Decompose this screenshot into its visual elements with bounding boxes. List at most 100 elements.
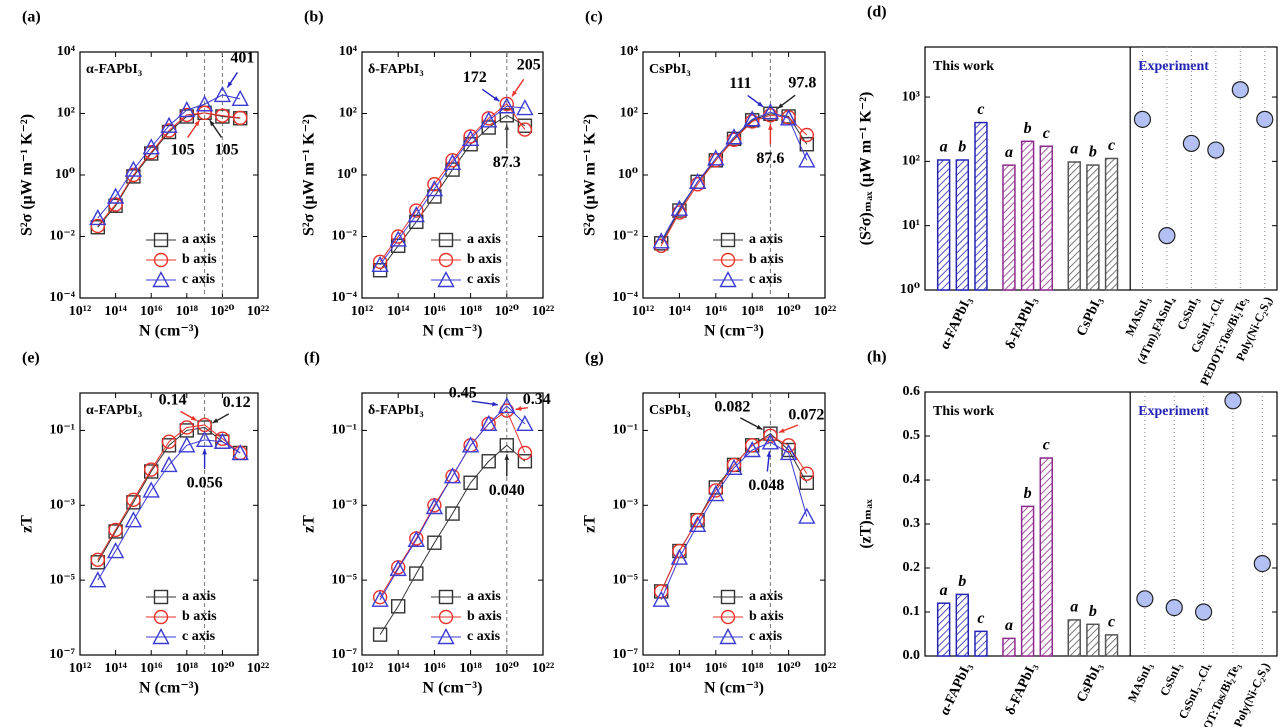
marker <box>781 442 796 458</box>
bar-label: b <box>1089 603 1097 620</box>
annotation-arrowhead <box>504 454 510 460</box>
marker <box>652 232 670 249</box>
bar <box>936 602 951 657</box>
marker <box>142 138 160 155</box>
experiment-label: CsSnI₃ <box>1157 660 1185 698</box>
bar <box>1039 457 1053 657</box>
panel-label: CsPbI₃ <box>649 62 691 77</box>
section-title: This work <box>933 404 994 419</box>
x-tick-label: 10¹² <box>632 661 654 676</box>
legend-marker <box>438 252 454 268</box>
bar-label: c <box>1043 437 1050 454</box>
y-tick-label: 10² <box>902 154 920 169</box>
marker <box>480 111 498 128</box>
y-tick-label: 0.2 <box>903 560 921 575</box>
y-tick-label: 10⁻² <box>331 229 357 244</box>
bar-label: b <box>958 573 966 590</box>
bar <box>1067 619 1081 657</box>
y-tick-label: 10⁻⁷ <box>49 647 75 662</box>
marker <box>480 414 498 432</box>
y-axis-label: S²σ (μW m⁻¹ K⁻²) <box>301 114 318 236</box>
bar-label: c <box>977 101 984 118</box>
marker <box>179 420 195 435</box>
marker <box>745 438 760 453</box>
bar <box>974 630 988 657</box>
x-tick-label: 10²⁰ <box>776 661 800 676</box>
legend-label: c axis <box>467 272 501 287</box>
x-tick-label: 10²² <box>247 661 269 676</box>
group-label: CsPbI₃ <box>1074 295 1105 339</box>
plot-frame <box>361 392 544 656</box>
marker <box>690 177 705 192</box>
marker <box>761 103 780 120</box>
y-tick-label: 10⁰ <box>337 167 357 182</box>
x-tick-label: 10¹⁴ <box>387 661 410 676</box>
marker <box>781 438 796 453</box>
marker <box>213 432 232 449</box>
panel-letter: (b) <box>304 9 324 26</box>
marker <box>161 434 177 449</box>
y-tick-label: 0.4 <box>903 472 921 487</box>
panel-letter: (g) <box>585 350 604 367</box>
marker <box>427 535 442 550</box>
legend-label: c axis <box>182 629 216 644</box>
marker <box>517 122 533 137</box>
marker <box>391 229 406 244</box>
marker <box>231 443 249 461</box>
bar-label: c <box>1043 125 1050 142</box>
annotation: 0.12 <box>223 394 251 411</box>
legend-label: a axis <box>182 589 216 604</box>
marker <box>761 433 780 450</box>
experiment-point <box>1253 554 1271 573</box>
x-tick-label: 10¹⁶ <box>705 304 727 319</box>
annotation: 205 <box>517 57 541 74</box>
experiment-point <box>1194 603 1213 621</box>
marker <box>427 189 442 204</box>
x-axis-label: N (cm⁻³) <box>704 323 764 340</box>
marker <box>743 110 761 127</box>
legend-marker <box>720 232 736 248</box>
legend-marker <box>153 252 169 268</box>
marker <box>425 498 444 515</box>
bar-label: c <box>1108 137 1115 154</box>
x-tick-label: 10¹⁶ <box>423 661 445 676</box>
y-tick-label: 10⁻³ <box>612 498 638 513</box>
series-line <box>97 112 241 227</box>
bar <box>974 121 988 291</box>
annotation-arrowhead <box>227 81 233 88</box>
bar-label: a <box>940 582 948 599</box>
panel-letter: (c) <box>585 9 603 26</box>
marker <box>371 590 389 607</box>
y-tick-label: 10⁻⁵ <box>49 572 75 587</box>
panel-label: δ-FAPbI₃ <box>368 62 424 77</box>
x-tick-label: 10¹⁸ <box>176 304 198 319</box>
group-label: CsPbI₃ <box>1074 661 1105 705</box>
series-line <box>660 114 808 246</box>
marker <box>143 462 159 477</box>
annotation: 105 <box>171 142 195 159</box>
bar-label: a <box>1070 141 1078 158</box>
x-tick-label: 10¹⁸ <box>176 661 198 676</box>
annotation: 0.34 <box>523 391 551 408</box>
bar <box>955 593 970 657</box>
marker <box>106 187 125 204</box>
panel-label: CsPbI₃ <box>649 403 691 418</box>
legend-label: b axis <box>749 609 784 624</box>
annotation: 0.072 <box>788 406 824 423</box>
x-tick-label: 10¹⁴ <box>104 304 127 319</box>
series-line <box>660 111 808 242</box>
legend-marker <box>438 589 454 605</box>
marker <box>90 552 106 567</box>
y-tick-label: 10⁻³ <box>49 498 75 513</box>
marker <box>708 153 723 168</box>
series-line <box>660 433 808 592</box>
y-axis-label: zT <box>582 515 599 533</box>
marker <box>106 542 125 559</box>
x-tick-label: 10¹⁴ <box>387 304 410 319</box>
annotation-arrowhead <box>202 448 207 455</box>
marker <box>708 483 723 498</box>
marker <box>516 414 534 432</box>
legend-marker <box>152 628 170 645</box>
legend-label: b axis <box>749 252 784 267</box>
marker <box>215 108 230 123</box>
